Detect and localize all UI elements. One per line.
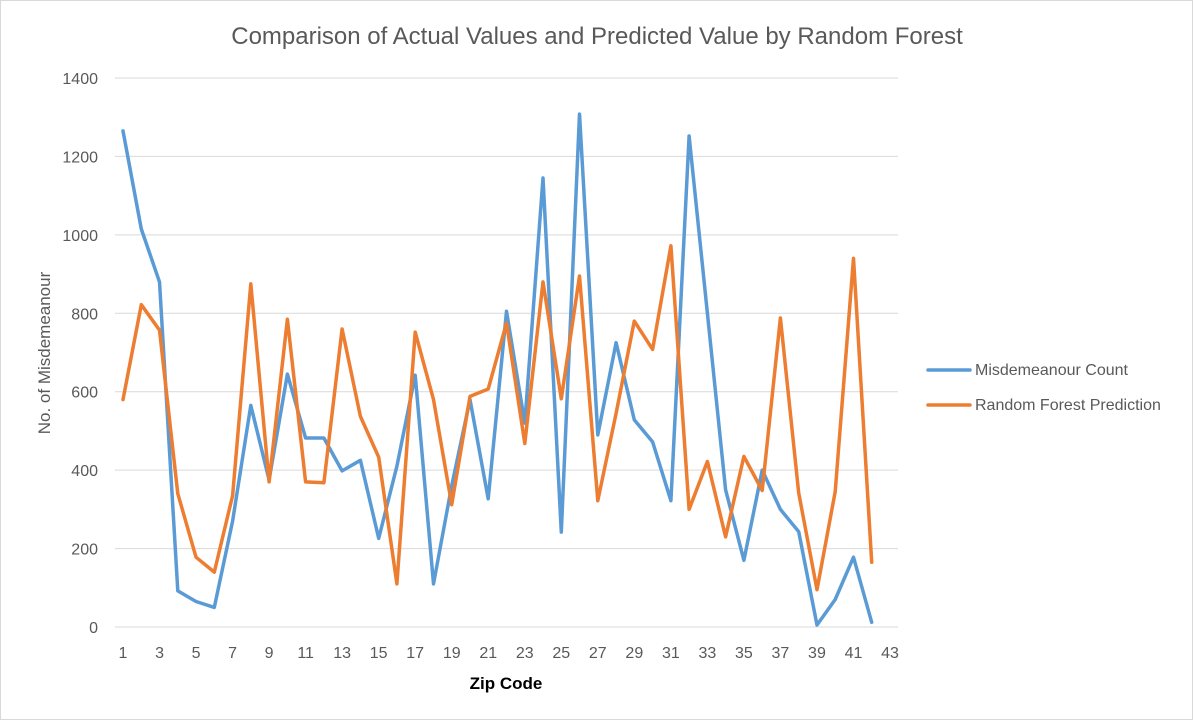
- x-tick-label: 1: [119, 645, 128, 662]
- x-tick-label: 33: [698, 645, 716, 662]
- x-tick-label: 41: [845, 645, 863, 662]
- x-tick-label: 3: [155, 645, 164, 662]
- x-tick-label: 11: [297, 645, 314, 662]
- x-tick-label: 17: [406, 645, 424, 662]
- x-tick-label: 5: [192, 645, 201, 662]
- x-tick-label: 7: [228, 645, 237, 662]
- legend-label: Random Forest Prediction: [975, 397, 1161, 414]
- series-layer: [121, 112, 874, 627]
- legend-item: Misdemeanour Count: [926, 362, 1129, 379]
- y-tick-label: 1200: [62, 149, 98, 166]
- x-tick-label: 19: [443, 645, 461, 662]
- x-tick-label: 9: [265, 645, 274, 662]
- x-tick-label: 29: [625, 645, 643, 662]
- x-tick-label: 23: [516, 645, 534, 662]
- x-tick-label: 21: [479, 645, 497, 662]
- y-tick-label: 1400: [62, 71, 98, 88]
- x-tick-label: 37: [772, 645, 790, 662]
- x-tick-label: 27: [589, 645, 607, 662]
- grid-layer: [115, 77, 898, 628]
- legend: Misdemeanour Count Random Forest Predicti…: [926, 362, 1161, 414]
- y-tick-label: 0: [89, 620, 98, 637]
- x-tick-label: 13: [333, 645, 351, 662]
- x-tick-label: 39: [808, 645, 826, 662]
- x-tick-label: 35: [735, 645, 753, 662]
- y-axis-label: No. of Misdemeanour: [35, 271, 54, 434]
- x-tick-label: 43: [881, 645, 899, 662]
- y-tick-label: 800: [71, 306, 98, 323]
- x-tick-label: 25: [552, 645, 570, 662]
- y-tick-label: 200: [71, 542, 98, 559]
- y-axis-ticks: 0 200 400 600 800 1000 1200 1400: [62, 71, 98, 637]
- y-tick-label: 1000: [62, 228, 98, 245]
- legend-label: Misdemeanour Count: [975, 362, 1129, 379]
- chart-title: Comparison of Actual Values and Predicte…: [231, 23, 963, 50]
- series-line-misdemeanour-count: [121, 112, 874, 627]
- x-tick-label: 15: [370, 645, 388, 662]
- series-line-random-forest-prediction: [121, 244, 874, 592]
- x-axis-ticks: 1 3 5 7 9 11 13 15 17 19 21 23 25 27 29 31 33 35 37 39 41 43: [119, 645, 899, 662]
- x-tick-label: 31: [662, 645, 680, 662]
- x-axis-label: Zip Code: [470, 674, 543, 693]
- legend-item: Random Forest Prediction: [926, 397, 1161, 414]
- y-tick-label: 400: [71, 463, 98, 480]
- y-tick-label: 600: [71, 385, 98, 402]
